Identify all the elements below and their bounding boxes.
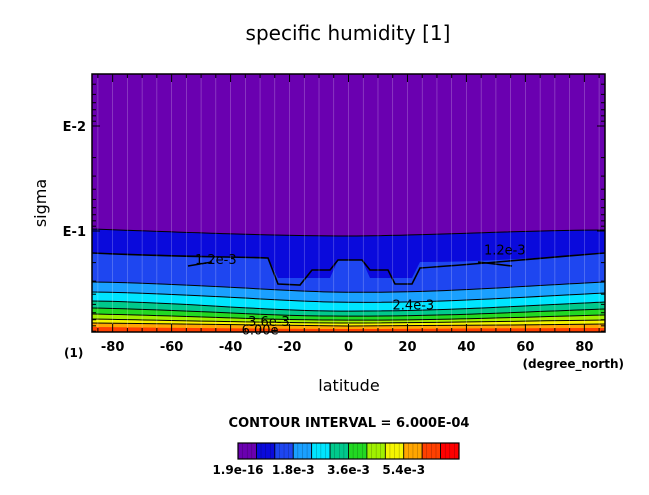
contour-label: 2.4e-3 xyxy=(393,298,435,313)
contour-line xyxy=(187,261,213,267)
grid-lines xyxy=(97,74,600,332)
x-tick-label: -20 xyxy=(278,340,302,355)
contour-line xyxy=(92,313,605,321)
x-tick-label: 40 xyxy=(457,340,475,355)
x-axis-units: (degree_north) xyxy=(523,357,624,372)
contour-label: 3.6e-3 xyxy=(248,315,290,330)
chart-title: specific humidity [1] xyxy=(246,21,451,45)
y-tick-label: E-2 xyxy=(63,120,86,135)
x-tick-label: 20 xyxy=(398,340,416,355)
x-tick-label: -80 xyxy=(101,340,125,355)
colorbar-tick-label: 1.8e-3 xyxy=(272,463,315,477)
x-tick-label: -40 xyxy=(219,340,243,355)
contour-line xyxy=(92,252,605,286)
y-axis-label: sigma xyxy=(31,179,50,227)
y-axis: E-2 E-1 xyxy=(63,83,605,332)
colorbar-tick-label: 5.4e-3 xyxy=(382,463,425,477)
plot-area xyxy=(92,74,605,332)
contour-lines xyxy=(92,228,605,327)
colorbar-tick-label: 1.9e-16 xyxy=(212,463,263,477)
contour-label: 1.2e-3 xyxy=(484,243,526,258)
x-tick-label: 0 xyxy=(344,340,353,355)
contour-interval-text: CONTOUR INTERVAL = 6.000E-04 xyxy=(229,416,470,431)
contour-label: 1.2e-3 xyxy=(195,253,237,268)
contour-line xyxy=(92,281,605,293)
x-tick-label: 60 xyxy=(516,340,534,355)
x-tick-label: 80 xyxy=(575,340,593,355)
contour-line xyxy=(92,318,605,324)
colorbar-frame xyxy=(237,442,460,460)
contour-labels: 1.2e-31.2e-32.4e-33.6e-36.00e xyxy=(195,243,526,338)
contour-line xyxy=(92,307,605,317)
colorbar-tick-label: 3.6e-3 xyxy=(327,463,370,477)
x-axis-label: latitude xyxy=(318,376,379,395)
x-tick-label: -60 xyxy=(160,340,184,355)
contour-line xyxy=(92,300,605,312)
contour-line xyxy=(92,228,605,237)
colorbar: 1.9e-16 1.8e-3 3.6e-3 5.4e-3 xyxy=(212,442,460,477)
y-axis-units: (1) xyxy=(64,346,83,360)
contour-line xyxy=(477,261,513,267)
contour-line xyxy=(92,291,605,303)
y-tick-label: E-1 xyxy=(63,225,86,240)
x-axis: -80 -60 -40 -20 0 20 40 60 80 xyxy=(97,74,600,355)
